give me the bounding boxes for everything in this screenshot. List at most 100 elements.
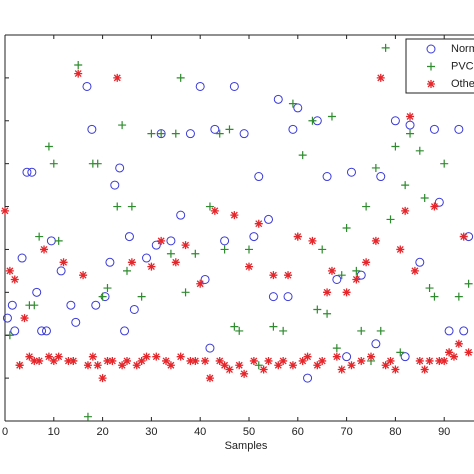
- point: [435, 356, 444, 365]
- point: [230, 322, 239, 331]
- point: [429, 124, 439, 134]
- point: [30, 356, 39, 365]
- point: [88, 352, 97, 361]
- point: [445, 348, 454, 357]
- point: [401, 206, 410, 215]
- point: [376, 73, 385, 82]
- point: [181, 288, 190, 297]
- point: [323, 309, 332, 318]
- point: [195, 81, 205, 91]
- point: [98, 292, 107, 301]
- point: [303, 373, 313, 383]
- point: [20, 314, 29, 323]
- point: [129, 304, 139, 314]
- point: [17, 253, 27, 263]
- point: [205, 343, 215, 353]
- point: [430, 202, 439, 211]
- point: [390, 116, 400, 126]
- point: [381, 43, 390, 52]
- point: [229, 81, 239, 91]
- point: [391, 142, 400, 151]
- point: [415, 356, 424, 365]
- point: [40, 245, 49, 254]
- x-tick-label: 30: [145, 426, 157, 438]
- point: [137, 292, 146, 301]
- point: [157, 129, 166, 138]
- point: [362, 202, 371, 211]
- point: [25, 352, 34, 361]
- point: [254, 219, 263, 228]
- point: [103, 356, 112, 365]
- point: [120, 326, 130, 336]
- point: [254, 361, 263, 370]
- point: [245, 245, 253, 254]
- point: [191, 249, 200, 258]
- point: [342, 224, 351, 232]
- plot-area: [1, 43, 474, 421]
- point: [298, 151, 307, 160]
- legend-label: Other: [451, 78, 474, 90]
- point: [245, 262, 253, 271]
- point: [181, 241, 190, 250]
- point: [132, 361, 141, 370]
- point: [425, 356, 434, 365]
- point: [110, 180, 120, 190]
- point: [176, 352, 185, 361]
- point: [367, 352, 375, 361]
- point: [459, 326, 469, 336]
- point: [185, 129, 195, 139]
- point: [210, 206, 219, 215]
- point: [342, 352, 352, 362]
- point: [35, 356, 44, 365]
- legend: Normal PVC Other: [405, 38, 474, 94]
- point: [332, 344, 341, 353]
- x-tick-label: 0: [2, 426, 8, 438]
- point: [410, 266, 419, 275]
- point: [215, 129, 224, 138]
- point: [288, 99, 297, 108]
- point: [454, 124, 464, 134]
- point: [69, 356, 78, 365]
- point: [54, 352, 63, 361]
- x-tick-label: 20: [96, 426, 108, 438]
- point: [49, 159, 58, 168]
- point: [273, 94, 283, 104]
- point: [71, 317, 81, 327]
- point: [279, 326, 288, 335]
- point: [239, 129, 249, 139]
- point: [284, 271, 293, 280]
- legend-symbol: [427, 80, 435, 88]
- point: [196, 279, 205, 288]
- point: [264, 356, 273, 365]
- point: [288, 361, 297, 370]
- point: [240, 369, 249, 378]
- point: [464, 348, 473, 357]
- point: [220, 245, 229, 254]
- point: [220, 361, 229, 370]
- point: [186, 356, 195, 365]
- point: [464, 279, 473, 288]
- point: [454, 292, 463, 301]
- point: [142, 352, 151, 361]
- point: [308, 236, 317, 245]
- point: [82, 81, 92, 91]
- point: [337, 271, 346, 280]
- point: [176, 210, 186, 220]
- point: [166, 236, 176, 246]
- point: [123, 356, 131, 365]
- point: [371, 163, 380, 172]
- point: [230, 211, 239, 220]
- point: [337, 365, 346, 374]
- point: [327, 266, 336, 275]
- point: [83, 412, 92, 421]
- point: [420, 365, 429, 374]
- x-axis-label: Samples: [225, 440, 268, 452]
- point: [5, 266, 14, 275]
- x-tick-label: 10: [48, 426, 60, 438]
- point: [113, 73, 122, 82]
- x-tick-label: 50: [243, 426, 255, 438]
- point: [264, 214, 274, 224]
- point: [59, 258, 68, 267]
- point: [124, 232, 134, 242]
